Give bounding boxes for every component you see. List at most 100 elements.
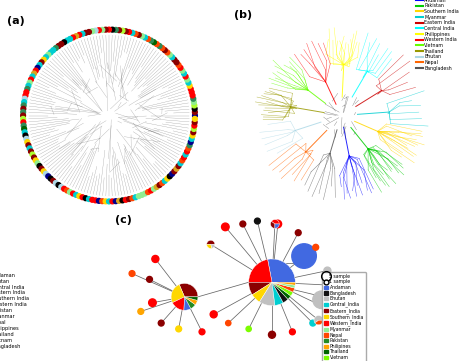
Circle shape xyxy=(22,100,27,104)
Circle shape xyxy=(28,149,33,154)
Circle shape xyxy=(62,40,66,45)
Circle shape xyxy=(83,196,88,201)
Circle shape xyxy=(139,192,144,197)
Circle shape xyxy=(274,220,282,228)
Wedge shape xyxy=(252,282,272,302)
Circle shape xyxy=(146,277,153,282)
Circle shape xyxy=(33,158,38,163)
Circle shape xyxy=(292,244,316,268)
Circle shape xyxy=(26,83,31,88)
Circle shape xyxy=(163,178,167,183)
Wedge shape xyxy=(272,282,288,303)
Circle shape xyxy=(87,30,91,34)
Circle shape xyxy=(129,271,135,277)
Circle shape xyxy=(25,87,30,91)
Circle shape xyxy=(160,45,164,51)
Circle shape xyxy=(24,90,29,95)
Circle shape xyxy=(46,174,51,179)
Wedge shape xyxy=(173,297,184,310)
Circle shape xyxy=(192,113,197,118)
Circle shape xyxy=(21,120,26,125)
Circle shape xyxy=(93,28,98,33)
Circle shape xyxy=(35,65,40,70)
Circle shape xyxy=(107,199,111,204)
Circle shape xyxy=(139,34,144,39)
Circle shape xyxy=(191,100,196,104)
Circle shape xyxy=(35,161,40,166)
Circle shape xyxy=(158,320,164,326)
Circle shape xyxy=(186,146,191,151)
Circle shape xyxy=(44,55,48,60)
Circle shape xyxy=(59,42,64,47)
Circle shape xyxy=(77,194,82,199)
Circle shape xyxy=(192,110,197,114)
Circle shape xyxy=(21,113,26,118)
Circle shape xyxy=(39,60,44,65)
Circle shape xyxy=(157,183,162,187)
Circle shape xyxy=(23,133,28,138)
Circle shape xyxy=(187,83,192,88)
Circle shape xyxy=(56,183,61,187)
Circle shape xyxy=(186,80,191,85)
Circle shape xyxy=(97,28,101,32)
Circle shape xyxy=(127,30,131,34)
Circle shape xyxy=(176,164,181,169)
Circle shape xyxy=(90,29,95,34)
Circle shape xyxy=(30,74,35,79)
Circle shape xyxy=(157,44,162,48)
Circle shape xyxy=(167,52,172,57)
Circle shape xyxy=(133,31,138,36)
Circle shape xyxy=(178,65,183,70)
Circle shape xyxy=(190,133,195,138)
Wedge shape xyxy=(268,259,295,282)
Circle shape xyxy=(74,34,79,39)
Circle shape xyxy=(149,188,154,193)
Circle shape xyxy=(246,326,251,331)
Wedge shape xyxy=(259,282,275,306)
Circle shape xyxy=(56,44,61,48)
Legend: Andaman, Bhutan, Central India, Eastern India, Southern India, Western India, Pa: Andaman, Bhutan, Central India, Eastern … xyxy=(0,273,29,348)
Circle shape xyxy=(137,32,141,37)
Circle shape xyxy=(268,331,275,338)
Circle shape xyxy=(113,199,118,204)
Text: (c): (c) xyxy=(115,215,131,225)
Circle shape xyxy=(64,188,69,193)
Circle shape xyxy=(183,152,188,157)
Wedge shape xyxy=(179,283,198,297)
Circle shape xyxy=(80,195,85,200)
Circle shape xyxy=(192,103,197,108)
Circle shape xyxy=(176,62,181,68)
Wedge shape xyxy=(272,282,293,296)
Circle shape xyxy=(21,117,26,121)
Circle shape xyxy=(192,106,197,111)
Circle shape xyxy=(26,143,31,148)
Circle shape xyxy=(180,158,185,163)
Circle shape xyxy=(77,32,82,37)
Circle shape xyxy=(59,184,64,190)
Circle shape xyxy=(178,161,183,166)
Text: (a): (a) xyxy=(8,16,25,26)
Wedge shape xyxy=(272,219,279,224)
Circle shape xyxy=(188,87,193,91)
Circle shape xyxy=(172,169,177,174)
Circle shape xyxy=(37,62,42,68)
Circle shape xyxy=(123,29,128,34)
Circle shape xyxy=(68,36,73,42)
Wedge shape xyxy=(272,282,295,288)
Wedge shape xyxy=(184,297,191,310)
Wedge shape xyxy=(275,224,279,228)
Circle shape xyxy=(22,96,27,101)
Circle shape xyxy=(127,197,131,201)
Circle shape xyxy=(189,90,194,95)
Circle shape xyxy=(48,176,53,181)
Circle shape xyxy=(199,329,205,335)
Wedge shape xyxy=(272,282,283,305)
Circle shape xyxy=(21,103,26,108)
Circle shape xyxy=(255,218,260,224)
Circle shape xyxy=(68,190,73,195)
Circle shape xyxy=(324,267,331,274)
Circle shape xyxy=(32,155,36,160)
Circle shape xyxy=(117,28,121,32)
Circle shape xyxy=(71,35,75,40)
Circle shape xyxy=(71,191,75,196)
